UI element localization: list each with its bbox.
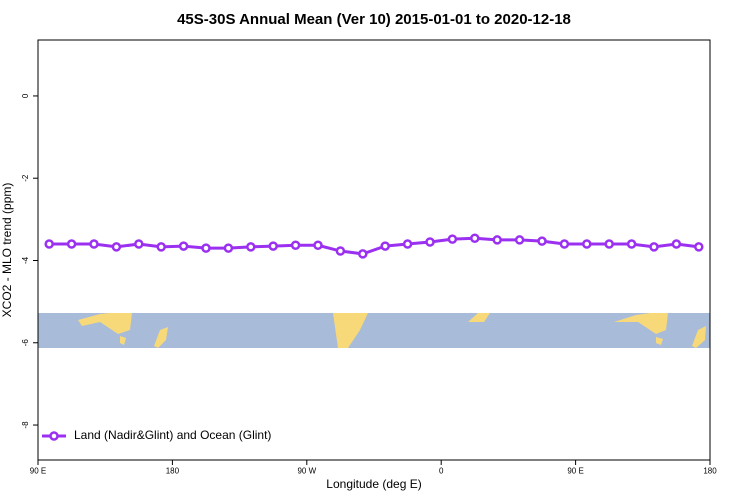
point	[694, 242, 704, 252]
point	[604, 239, 614, 249]
point	[44, 239, 54, 249]
point	[492, 235, 502, 245]
y-tick-label: -6	[21, 339, 30, 347]
point	[582, 239, 592, 249]
legend-marker	[49, 431, 59, 441]
map-strip	[38, 313, 710, 348]
point	[626, 239, 637, 249]
point	[201, 243, 211, 253]
point	[134, 239, 144, 249]
point	[66, 239, 77, 249]
chart-title: 45S-30S Annual Mean (Ver 10) 2015-01-01 …	[177, 11, 571, 28]
x-tick-label: 90 W	[297, 467, 316, 476]
x-axis-label: Longitude (deg E)	[326, 477, 421, 491]
y-tick-label: -8	[21, 421, 30, 429]
y-tick-label: -2	[21, 174, 30, 182]
point	[178, 241, 189, 251]
point	[89, 239, 99, 249]
point	[537, 236, 547, 246]
point	[402, 239, 413, 249]
series-line	[49, 236, 699, 256]
point	[514, 235, 525, 245]
legend-label: Land (Nadir&Glint) and Ocean (Glint)	[74, 428, 271, 442]
point	[559, 239, 570, 249]
point	[111, 242, 122, 252]
point	[671, 239, 682, 249]
point	[649, 242, 659, 252]
point	[223, 243, 234, 253]
x-tick-label: 180	[166, 467, 180, 476]
point	[290, 240, 301, 251]
point	[358, 249, 368, 259]
x-tick-label: 0	[439, 467, 444, 476]
x-tick-label: 90 E	[567, 467, 583, 476]
y-axis-label: XCO2 - MLO trend (ppm)	[0, 183, 14, 318]
point	[268, 241, 278, 251]
point	[313, 240, 323, 251]
x-tick-label: 180	[703, 467, 717, 476]
point	[425, 237, 435, 247]
point	[246, 242, 256, 252]
point	[447, 234, 458, 244]
point	[156, 242, 166, 252]
y-tick-label: -4	[21, 256, 30, 264]
point	[335, 246, 346, 256]
point	[470, 233, 480, 244]
plot-frame	[37, 39, 711, 461]
x-tick-label: 90 E	[30, 467, 46, 476]
point	[380, 241, 390, 251]
y-tick-label: 0	[21, 93, 30, 98]
